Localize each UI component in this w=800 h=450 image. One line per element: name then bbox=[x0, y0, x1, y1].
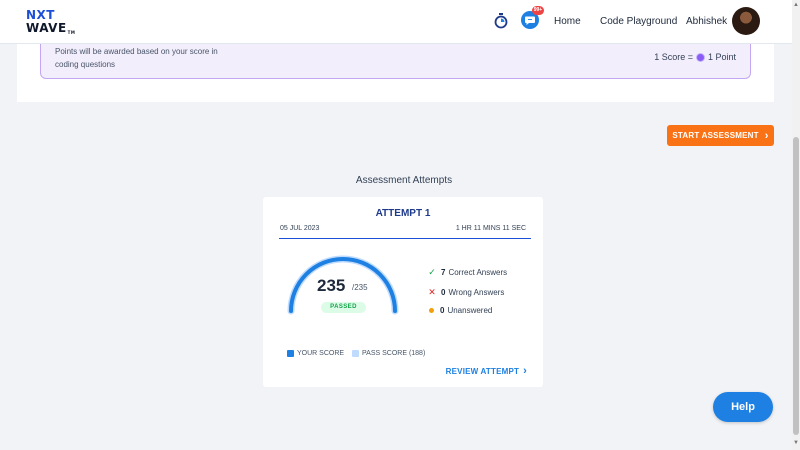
attempt-score-total: /235 bbox=[352, 283, 368, 292]
help-button[interactable]: Help bbox=[713, 392, 773, 422]
nxtwave-logo[interactable]: NXT WAVETM bbox=[26, 8, 86, 36]
legend-your-score: YOUR SCORE bbox=[287, 350, 344, 357]
top-navbar: NXT WAVETM 99+ Home Code Playground Abhi… bbox=[0, 0, 792, 44]
review-attempt-link[interactable]: REVIEW ATTEMPT › bbox=[446, 365, 527, 377]
assessment-attempts-title: Assessment Attempts bbox=[355, 175, 453, 186]
attempt-card: ATTEMPT 1 05 JUL 2023 1 HR 11 MINS 11 SE… bbox=[263, 197, 543, 387]
score-gauge bbox=[287, 255, 399, 315]
attempt-duration: 1 HR 11 MINS 11 SEC bbox=[455, 225, 526, 232]
assessment-info-card: Points will be awarded based on your sco… bbox=[17, 44, 774, 102]
notification-badge: 99+ bbox=[532, 6, 544, 15]
start-assessment-label: START ASSESSMENT bbox=[672, 131, 759, 140]
score-rule-right: 1 Point bbox=[707, 52, 736, 62]
unanswered-count: 0 bbox=[440, 306, 445, 315]
points-info-box: Points will be awarded based on your sco… bbox=[40, 44, 751, 79]
scroll-down-icon[interactable]: ▼ bbox=[793, 440, 799, 446]
pass-score-swatch bbox=[352, 350, 359, 357]
legend-pass-score: PASS SCORE (188) bbox=[352, 350, 425, 357]
logo-line-2: WAVETM bbox=[26, 21, 75, 35]
logo-line-1: NXT bbox=[26, 8, 55, 22]
correct-count: 7 bbox=[441, 268, 446, 277]
dot-icon bbox=[429, 308, 434, 313]
chevron-right-icon: › bbox=[523, 365, 527, 377]
correct-label: Correct Answers bbox=[448, 268, 508, 277]
your-score-swatch bbox=[287, 350, 294, 357]
logo-tm: TM bbox=[67, 30, 76, 35]
user-name[interactable]: Abhishek bbox=[686, 16, 728, 27]
score-rule-left: 1 Score = bbox=[654, 52, 693, 62]
chevron-right-icon: › bbox=[764, 129, 769, 142]
legend-pass-score-label: PASS SCORE (188) bbox=[362, 350, 426, 357]
stat-correct: ✓ 7 Correct Answers bbox=[426, 267, 507, 278]
user-avatar[interactable] bbox=[732, 7, 760, 35]
unanswered-label: Unanswered bbox=[447, 306, 493, 315]
attempt-title: ATTEMPT 1 bbox=[375, 208, 431, 219]
check-icon: ✓ bbox=[428, 267, 436, 277]
logo-line-2-text: WAVE bbox=[26, 21, 67, 35]
wrong-count: 0 bbox=[441, 288, 446, 297]
start-assessment-button[interactable]: START ASSESSMENT › bbox=[667, 125, 774, 146]
point-coin-icon bbox=[695, 52, 705, 62]
review-attempt-label: REVIEW ATTEMPT bbox=[445, 366, 520, 376]
stopwatch-icon[interactable] bbox=[494, 13, 508, 29]
attempt-divider bbox=[279, 238, 531, 239]
scrollbar-thumb[interactable] bbox=[793, 137, 799, 435]
nav-code-playground-link[interactable]: Code Playground bbox=[600, 16, 678, 27]
gauge-score-arc bbox=[289, 257, 397, 313]
legend-your-score-label: YOUR SCORE bbox=[297, 350, 345, 357]
scroll-up-icon[interactable]: ▲ bbox=[793, 2, 799, 8]
cross-icon: ✕ bbox=[428, 287, 436, 297]
nav-home-link[interactable]: Home bbox=[554, 16, 581, 27]
chat-icon[interactable] bbox=[521, 11, 539, 29]
status-badge: PASSED bbox=[321, 302, 366, 313]
wrong-label: Wrong Answers bbox=[448, 288, 505, 297]
stat-wrong: ✕ 0 Wrong Answers bbox=[426, 287, 504, 298]
attempt-date: 05 JUL 2023 bbox=[280, 225, 320, 232]
points-info-text: Points will be awarded based on your sco… bbox=[55, 47, 218, 69]
score-point-rule: 1 Score = 1 Point bbox=[654, 52, 736, 62]
stat-unanswered: 0 Unanswered bbox=[426, 306, 492, 315]
attempt-score: 235 bbox=[317, 276, 346, 295]
